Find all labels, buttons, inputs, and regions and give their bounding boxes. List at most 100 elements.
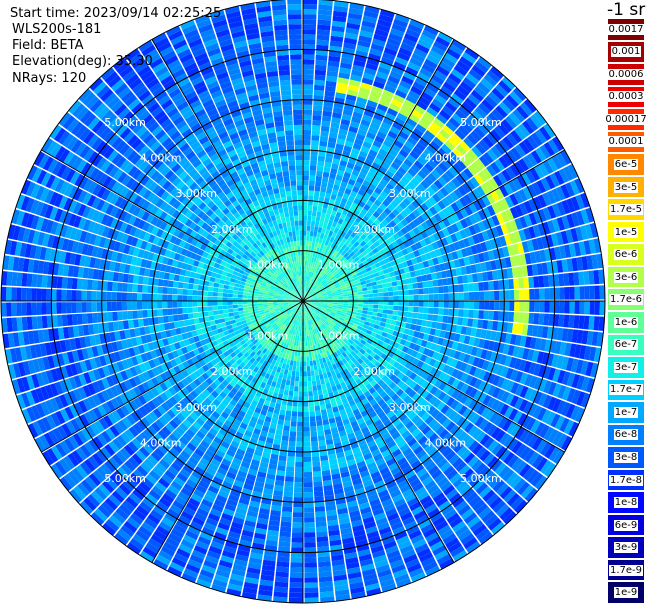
range-gate-cell	[349, 251, 356, 257]
range-gate-cell	[357, 291, 363, 295]
range-gate-cell	[309, 406, 315, 412]
range-gate-cell	[275, 571, 289, 578]
range-gate-cell	[376, 423, 386, 432]
range-gate-cell	[547, 429, 559, 444]
range-gate-cell	[338, 186, 346, 193]
range-gate-cell	[259, 508, 270, 515]
range-gate-cell	[286, 349, 290, 355]
range-gate-cell	[314, 190, 320, 197]
range-gate-cell	[502, 246, 510, 257]
range-gate-cell	[409, 501, 422, 512]
range-gate-cell	[305, 351, 309, 357]
range-gate-cell	[398, 327, 406, 334]
range-gate-cell	[478, 506, 492, 520]
range-gate-cell	[378, 14, 394, 23]
range-gate-cell	[304, 517, 315, 523]
range-gate-cell	[413, 301, 419, 307]
range-gate-cell	[352, 425, 361, 433]
range-gate-cell	[353, 451, 363, 459]
range-gate-cell	[418, 518, 432, 530]
range-gate-cell	[287, 456, 295, 462]
range-gate-cell	[522, 120, 535, 135]
range-gate-cell	[301, 316, 303, 322]
range-gate-cell	[420, 230, 429, 239]
range-gate-cell	[308, 401, 314, 407]
range-gate-cell	[461, 101, 474, 114]
range-gate-cell	[344, 140, 354, 148]
range-gate-cell	[286, 405, 292, 412]
range-gate-cell	[306, 310, 310, 316]
range-gate-cell	[460, 449, 472, 461]
range-gate-cell	[316, 364, 322, 370]
range-gate-cell	[447, 541, 462, 554]
range-gate-cell	[301, 301, 303, 306]
range-gate-cell	[505, 333, 512, 344]
range-gate-cell	[307, 210, 312, 216]
range-gate-cell	[469, 387, 478, 399]
range-gate-cell	[347, 17, 362, 25]
range-gate-cell	[374, 276, 381, 282]
range-gate-cell	[418, 96, 431, 107]
range-gate-cell	[491, 427, 502, 439]
range-gate-cell	[323, 218, 329, 225]
range-gate-cell	[402, 447, 413, 457]
range-gate-cell	[487, 373, 496, 384]
range-gate-cell	[404, 33, 419, 43]
range-gate-cell	[398, 426, 408, 435]
range-gate-cell	[282, 342, 287, 348]
range-gate-cell	[247, 468, 258, 476]
range-gate-cell	[432, 279, 439, 287]
range-gate-cell	[490, 330, 497, 341]
range-gate-cell	[206, 550, 221, 560]
range-gate-cell	[519, 102, 533, 117]
range-gate-cell	[397, 344, 405, 351]
range-gate-cell	[382, 309, 389, 314]
range-gate-cell	[304, 507, 315, 513]
range-gate-cell	[283, 496, 293, 503]
range-gate-cell	[376, 484, 387, 494]
range-gate-cell	[422, 281, 429, 288]
range-gate-cell	[477, 123, 490, 135]
range-gate-cell	[317, 297, 323, 300]
range-gate-cell	[296, 441, 303, 447]
range-gate-cell	[413, 249, 421, 258]
range-gate-cell	[355, 328, 362, 334]
range-gate-cell	[369, 166, 378, 175]
range-gate-cell	[303, 9, 317, 15]
range-gate-cell	[348, 576, 363, 585]
range-gate-cell	[345, 315, 351, 319]
range-gate-cell	[361, 345, 369, 352]
range-gate-cell	[399, 351, 407, 359]
range-gate-cell	[310, 155, 318, 161]
range-gate-cell	[303, 175, 309, 181]
range-gate-cell	[432, 336, 440, 344]
range-gate-cell	[427, 349, 435, 358]
range-gate-cell	[473, 367, 482, 378]
range-gate-cell	[379, 466, 390, 476]
range-gate-cell	[288, 597, 303, 603]
range-gate-cell	[303, 280, 305, 286]
range-gate-cell	[329, 285, 336, 289]
range-gate-cell	[542, 221, 551, 235]
range-gate-cell	[323, 362, 329, 368]
range-gate-cell	[416, 206, 425, 215]
range-gate-cell	[410, 324, 417, 331]
range-gate-cell	[413, 294, 419, 301]
range-gate-cell	[307, 298, 313, 300]
range-gate-cell	[390, 28, 405, 38]
range-gate-cell	[310, 261, 314, 267]
range-gate-cell	[342, 375, 349, 382]
range-gate-cell	[366, 282, 372, 288]
range-gate-cell	[368, 195, 377, 203]
range-gate-cell	[314, 74, 326, 81]
range-gate-cell	[304, 275, 306, 281]
range-gate-cell	[443, 508, 457, 520]
range-gate-cell	[306, 292, 310, 298]
range-gate-cell	[524, 374, 533, 387]
range-gate-cell	[459, 171, 470, 182]
range-gate-cell	[323, 351, 328, 358]
range-gate-cell	[464, 364, 473, 374]
range-gate-cell	[374, 262, 381, 268]
range-gate-cell	[315, 333, 320, 339]
range-gate-cell	[368, 260, 375, 267]
